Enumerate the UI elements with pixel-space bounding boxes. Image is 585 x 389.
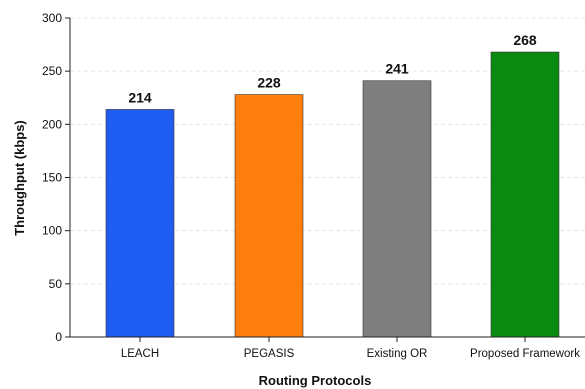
y-ticks: 0 50 100 150 200 250 300: [42, 11, 70, 344]
y-tick-label: 300: [42, 11, 62, 25]
bar-pegasis: [234, 94, 304, 338]
x-axis-title: Routing Protocols: [259, 373, 372, 388]
x-tick-label: Proposed Framework: [470, 348, 580, 360]
bar-proposed-framework: [490, 51, 560, 338]
y-tick-label: 150: [42, 171, 62, 185]
y-tick-label: 250: [42, 64, 62, 78]
bars: [105, 51, 560, 338]
bar-value-label: 241: [385, 61, 409, 77]
y-tick-label: 100: [42, 224, 62, 238]
bar-value-label: 268: [513, 32, 537, 48]
bar-leach: [105, 109, 175, 338]
x-tick-label: PEGASIS: [244, 348, 295, 360]
y-tick-label: 200: [42, 117, 62, 131]
y-tick-label: 0: [55, 330, 62, 344]
y-axis-title: Throughput (kbps): [12, 120, 27, 236]
data-labels: 214 228 241 268: [128, 32, 537, 105]
x-tick-label: LEACH: [121, 348, 159, 360]
bar-existing-or: [362, 80, 432, 338]
y-tick-label: 50: [49, 277, 63, 291]
bar-value-label: 214: [128, 89, 152, 105]
x-tick-label: Existing OR: [367, 348, 428, 360]
bar-value-label: 228: [257, 75, 281, 91]
x-ticks: LEACH PEGASIS Existing OR Proposed Framewor…: [121, 337, 580, 360]
